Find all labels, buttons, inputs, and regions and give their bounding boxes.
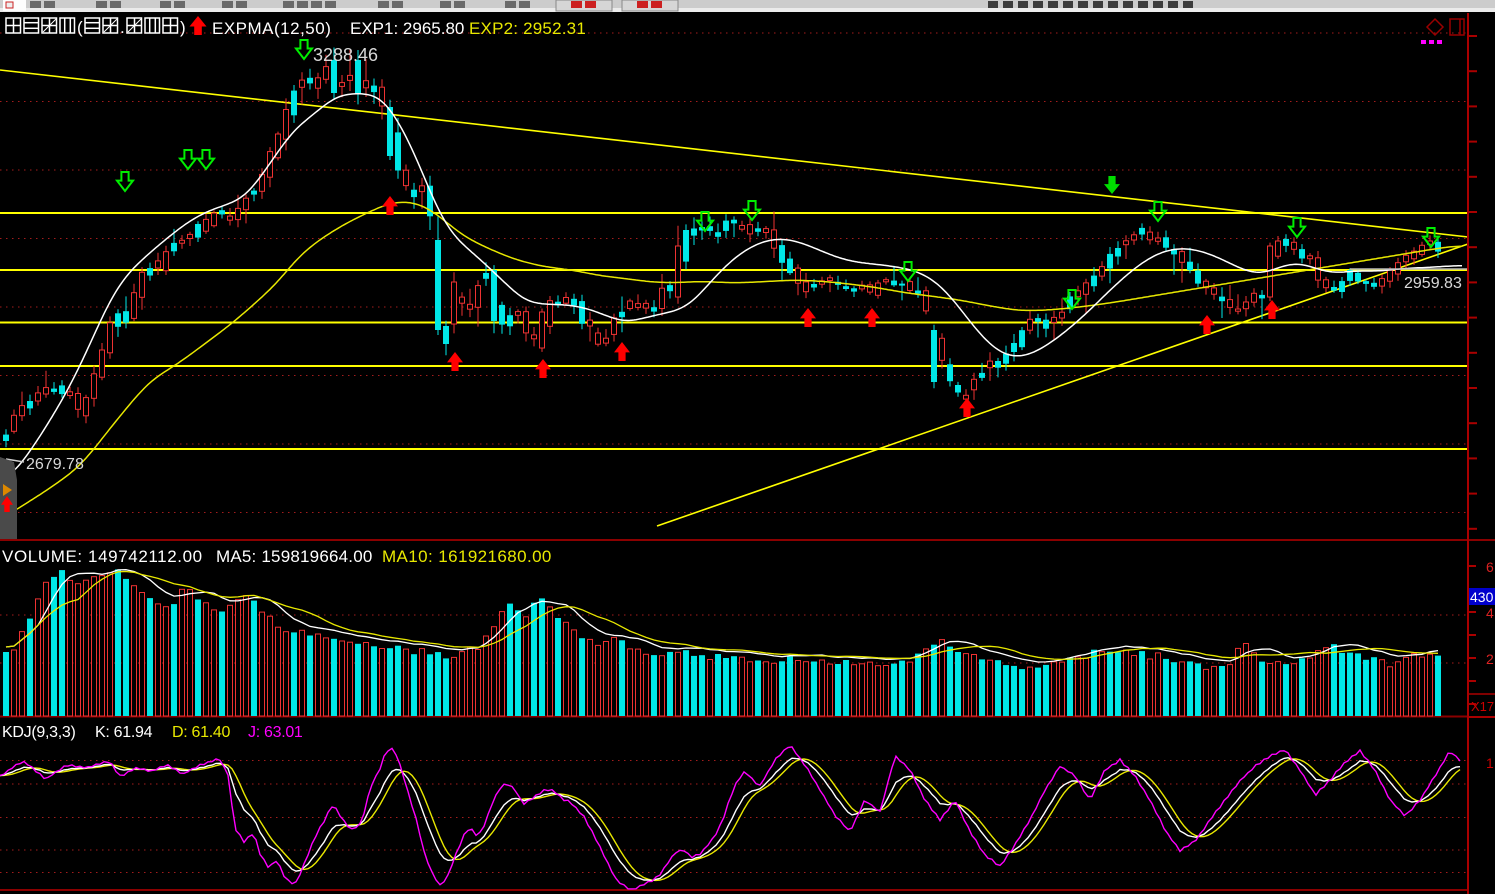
- svg-text:X17: X17: [1471, 699, 1494, 714]
- svg-text:2959.83: 2959.83: [1404, 275, 1462, 292]
- svg-text:1: 1: [1486, 755, 1494, 771]
- svg-text:): ): [180, 18, 186, 37]
- svg-text:3288.46: 3288.46: [313, 45, 378, 65]
- svg-text:2679.78: 2679.78: [26, 456, 84, 473]
- svg-text:.: .: [120, 18, 125, 37]
- svg-text:2: 2: [1486, 651, 1494, 667]
- svg-text:K: 61.94: K: 61.94: [95, 724, 153, 741]
- svg-text:EXP2: 2952.31: EXP2: 2952.31: [469, 19, 586, 38]
- svg-text:EXP1: 2965.80: EXP1: 2965.80: [350, 19, 464, 38]
- svg-text:4: 4: [1486, 605, 1494, 621]
- svg-text:MA10: 161921680.00: MA10: 161921680.00: [382, 547, 552, 566]
- svg-text:430: 430: [1470, 589, 1494, 605]
- svg-text:J: 63.01: J: 63.01: [248, 724, 303, 741]
- svg-text:(: (: [77, 18, 83, 37]
- svg-text:VOLUME: 149742112.00: VOLUME: 149742112.00: [2, 547, 203, 566]
- svg-text:MA5: 159819664.00: MA5: 159819664.00: [216, 547, 373, 566]
- svg-text:D: 61.40: D: 61.40: [172, 724, 230, 741]
- svg-text:6: 6: [1486, 559, 1494, 575]
- svg-text:KDJ(9,3,3): KDJ(9,3,3): [2, 724, 75, 741]
- svg-text:EXPMA(12,50): EXPMA(12,50): [212, 19, 331, 38]
